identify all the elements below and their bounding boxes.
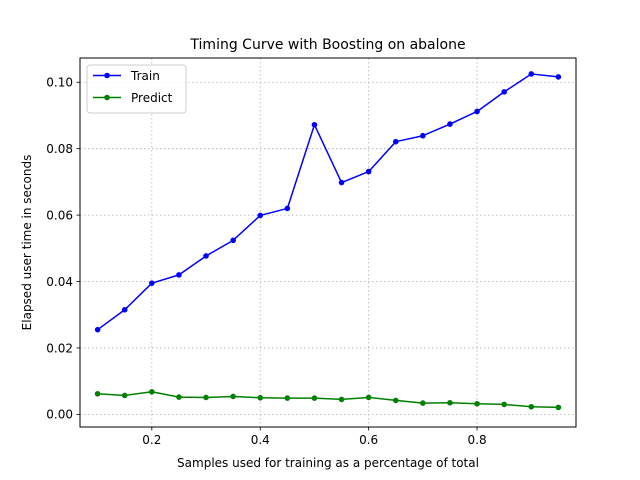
train-data-point (230, 237, 236, 244)
predict-data-point (176, 394, 182, 400)
y-tick-label: 0.00 (46, 408, 73, 422)
predict-data-point (447, 399, 453, 406)
y-tick-label: 0.08 (46, 142, 73, 156)
predict-data-point (501, 401, 507, 408)
train-data-point (149, 280, 155, 286)
predict-series-line (97, 391, 559, 409)
x-tick-label: 0.2 (142, 433, 161, 447)
predict-data-point (365, 394, 372, 401)
y-tick-label: 0.06 (46, 208, 73, 222)
predict-data-point (149, 388, 155, 395)
train-data-point (528, 71, 535, 77)
predict-data-point (284, 395, 291, 401)
predict-data-point (311, 395, 318, 401)
train-data-point (555, 74, 562, 80)
train-series-line (97, 73, 559, 331)
train-data-point (365, 168, 372, 175)
train-data-point (447, 121, 453, 127)
predict-data-point (474, 400, 480, 407)
chart-title: Timing Curve with Boosting on abalone (189, 37, 465, 53)
train-data-point (501, 89, 507, 95)
train-data-point (121, 306, 128, 313)
legend-box (86, 64, 187, 114)
train-data-point (176, 272, 182, 278)
predict-data-point (392, 397, 399, 404)
axis-ticks: 0.2 0.4 0.6 0.8 0.00 0.02 0.04 0.06 0.08 0.10 (46, 76, 486, 447)
y-tick-label: 0.02 (46, 341, 73, 355)
train-data-point (203, 253, 209, 259)
x-axis-label: Samples used for training as a percentag… (177, 456, 479, 470)
train-data-point (257, 212, 264, 219)
predict-data-point (121, 392, 128, 399)
predict-data-point (528, 403, 535, 410)
train-data-point (94, 326, 101, 333)
x-tick-label: 0.6 (359, 433, 378, 447)
legend-predict-label: Predict (131, 91, 173, 105)
predict-data-point (420, 400, 426, 406)
predict-data-point (230, 393, 236, 400)
legend-train-label: Train (130, 69, 160, 83)
predict-data-point (338, 396, 345, 403)
y-tick-label: 0.04 (46, 275, 73, 289)
predict-data-point (257, 394, 264, 401)
series-layer (94, 71, 562, 411)
x-tick-label: 0.4 (251, 433, 270, 447)
x-tick-label: 0.8 (468, 433, 487, 447)
y-axis-label: Elapsed user time in seconds (20, 155, 34, 331)
predict-data-point (555, 404, 562, 411)
train-data-point (420, 132, 426, 139)
plot-frame (79, 57, 577, 428)
legend: Train Predict (86, 64, 187, 114)
legend-train-marker (104, 72, 110, 79)
train-data-point (284, 205, 291, 212)
train-data-point (474, 108, 480, 115)
predict-data-point (94, 390, 101, 397)
train-data-point (311, 121, 318, 128)
predict-data-point (203, 394, 209, 401)
train-data-point (338, 179, 345, 186)
y-tick-label: 0.10 (46, 76, 73, 90)
grid (80, 58, 576, 427)
train-data-point (392, 138, 399, 145)
legend-predict-marker (104, 94, 110, 101)
